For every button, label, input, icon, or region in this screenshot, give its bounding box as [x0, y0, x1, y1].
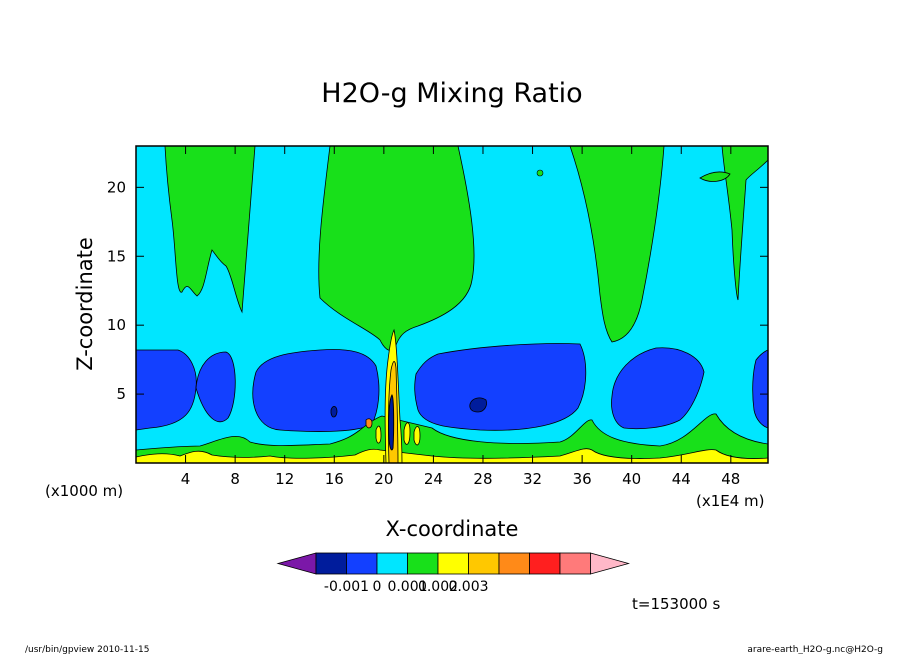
- x-tick-label: 20: [374, 470, 393, 488]
- x-tick-label: 24: [424, 470, 443, 488]
- blue-region: [252, 349, 380, 432]
- green-region: [136, 413, 768, 463]
- blue-region: [611, 347, 705, 430]
- plot-frame: [135, 145, 769, 464]
- colorbar-swatch: [498, 552, 530, 575]
- x-axis-title: X-coordinate: [386, 517, 519, 541]
- colorbar-swatch: [315, 552, 347, 575]
- yellow-region: [375, 425, 382, 444]
- colorbar-label: 0.001: [387, 579, 427, 595]
- time-annotation: t=153000 s: [632, 595, 720, 613]
- x-tick-label: 40: [622, 470, 641, 488]
- x-tick-label: 36: [573, 470, 592, 488]
- y-tick-label: 10: [107, 316, 126, 334]
- x-tick-label: 4: [181, 470, 191, 488]
- x-axis: 4 8 12 16 20 24 28 32 36 40 44 48: [181, 146, 740, 488]
- green-region: [721, 146, 768, 301]
- blue-region: [414, 343, 587, 431]
- y-tick-label: 15: [107, 247, 126, 265]
- yellow-region: [403, 422, 411, 445]
- colorbar-swatch: [346, 552, 378, 575]
- colorbar-swatch: [407, 552, 439, 575]
- blue-region: [195, 351, 236, 423]
- chart-title: H2O-g Mixing Ratio: [321, 78, 582, 109]
- green-region: [536, 169, 544, 177]
- colorbar-swatch: [468, 552, 500, 575]
- dark-blue-region: [469, 397, 487, 413]
- colorbar-label: 0: [373, 579, 382, 595]
- yellow-region: [136, 448, 768, 463]
- footer-right: arare-earth_H2O-g.nc@H2O-g: [747, 645, 883, 654]
- dark-blue-region: [388, 394, 395, 451]
- colorbar-label: -0.001: [324, 579, 369, 595]
- colorbar-swatch: [590, 552, 631, 575]
- y-axis-title: Z-coordinate: [73, 237, 97, 371]
- footer-left: /usr/bin/gpview 2010-11-15: [25, 645, 149, 654]
- colorbar-label: 0.002: [418, 579, 458, 595]
- contour-field: [136, 146, 768, 463]
- orange-region: [365, 418, 373, 429]
- x-tick-label: 28: [473, 470, 492, 488]
- x-tick-label: 8: [230, 470, 240, 488]
- x-tick-label: 32: [523, 470, 542, 488]
- x-tick-label: 12: [275, 470, 294, 488]
- yellow-region: [413, 426, 421, 446]
- colorbar-swatch: [559, 552, 591, 575]
- colorbar-label: 0.003: [448, 579, 488, 595]
- green-region: [164, 146, 256, 314]
- y-axis: 5 10 15 20: [107, 178, 768, 403]
- blue-region: [752, 349, 768, 429]
- colorbar-swatch: [276, 552, 317, 575]
- colorbar-swatch: [376, 552, 408, 575]
- x-tick-label: 48: [721, 470, 740, 488]
- x-tick-label: 44: [672, 470, 691, 488]
- y-tick-label: 5: [116, 385, 126, 403]
- green-region: [699, 171, 731, 182]
- x-unit-left-label: (x1000 m): [45, 482, 123, 500]
- dark-blue-region: [330, 406, 338, 418]
- colorbar-swatch: [529, 552, 561, 575]
- colorbar-swatch: [437, 552, 469, 575]
- y-tick-label: 20: [107, 178, 126, 196]
- green-region: [569, 146, 665, 343]
- x-tick-label: 16: [325, 470, 344, 488]
- x-unit-right-label: (x1E4 m): [696, 492, 765, 510]
